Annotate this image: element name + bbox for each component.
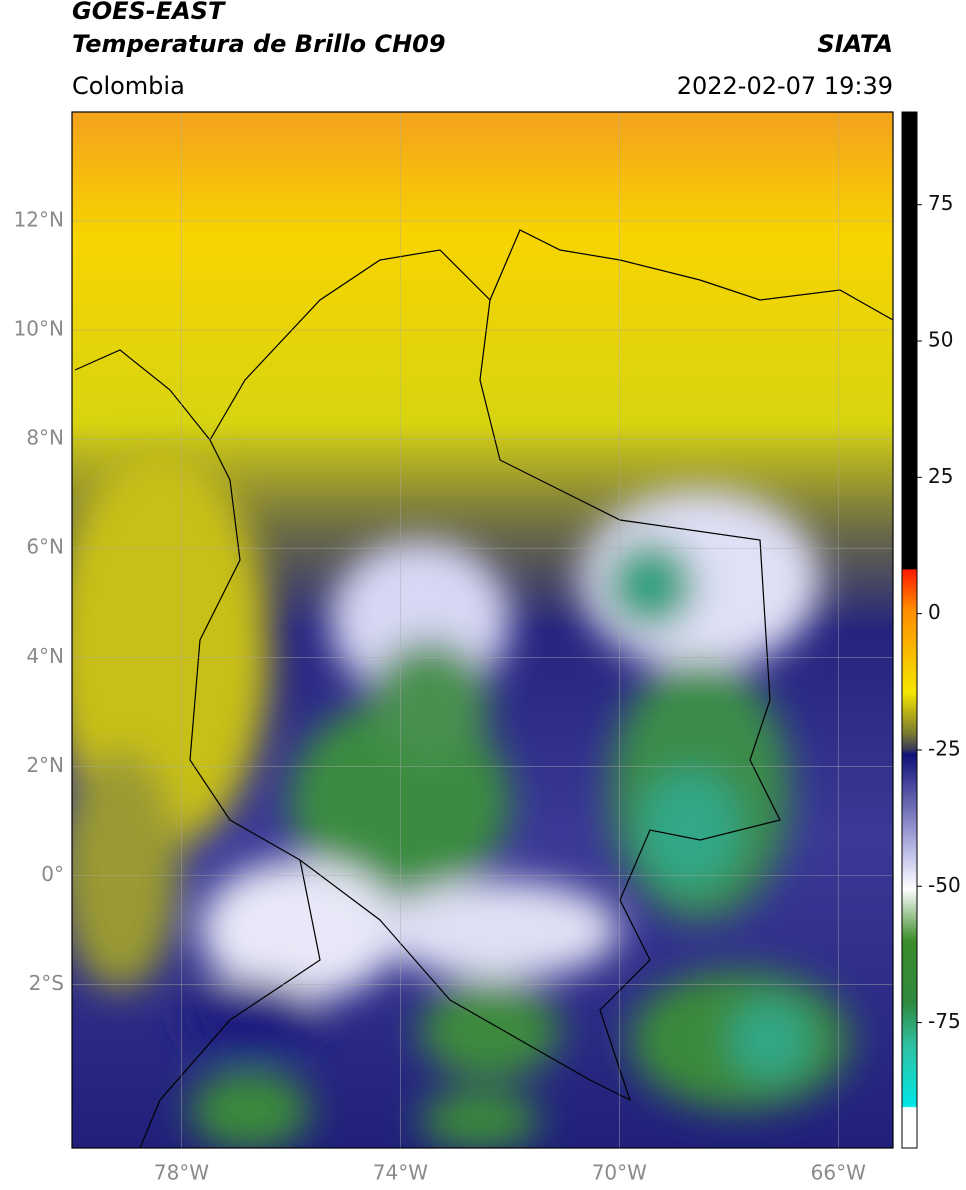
lon-tick-label: 70°W	[592, 1161, 647, 1185]
colorbar-tick-label: -75	[928, 1009, 961, 1033]
graticule	[72, 112, 893, 1148]
lat-tick-label: 12°N	[14, 208, 64, 232]
map-frame	[71, 111, 894, 1149]
colorbar-tick-label: -25	[928, 736, 961, 760]
colorbar	[901, 111, 918, 1149]
lat-tick-label: 10°N	[14, 317, 64, 341]
lon-tick-label: 78°W	[154, 1161, 209, 1185]
colorbar-tick-label: 0	[928, 600, 941, 624]
lat-tick-label: 8°N	[26, 426, 64, 450]
colorbar-tick-label: 50	[928, 328, 953, 352]
lat-tick-label: 2°S	[29, 971, 64, 995]
title: GOES-EAST	[72, 0, 226, 25]
lat-tick-label: 0°	[41, 862, 64, 886]
satellite-image	[72, 112, 893, 1148]
lon-tick-label: 66°W	[811, 1161, 866, 1185]
source: SIATA	[817, 30, 893, 58]
lat-tick-label: 4°N	[26, 644, 64, 668]
region: Colombia	[72, 72, 185, 100]
colorbar-tick-label: 25	[928, 464, 953, 488]
colorbar-tick-label: -50	[928, 873, 961, 897]
subtitle: Temperatura de Brillo CH09	[72, 30, 446, 58]
timestamp: 2022-02-07 19:39	[677, 72, 893, 100]
lon-tick-label: 74°W	[373, 1161, 428, 1185]
lat-tick-label: 6°N	[26, 535, 64, 559]
lat-tick-label: 2°N	[26, 753, 64, 777]
colorbar-tick-label: 75	[928, 191, 953, 215]
